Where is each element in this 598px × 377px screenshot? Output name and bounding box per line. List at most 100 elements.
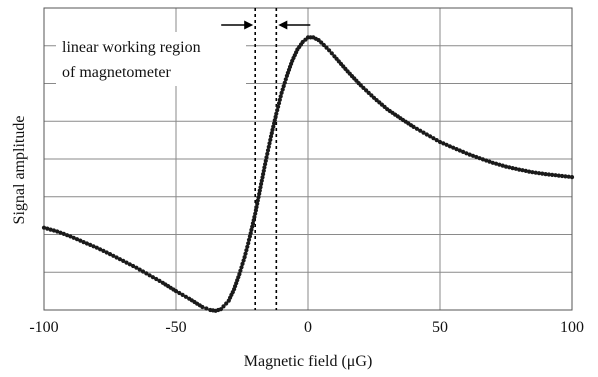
left-arrow-head (244, 20, 254, 30)
data-point (266, 144, 271, 149)
data-series (41, 35, 575, 313)
data-point (324, 45, 329, 50)
data-point (61, 231, 66, 236)
x-tick-label: 50 (432, 319, 448, 336)
data-point (474, 154, 479, 160)
data-point (264, 155, 269, 160)
data-point (71, 235, 76, 240)
x-tick-label: -100 (29, 319, 58, 336)
data-point (218, 307, 223, 312)
data-point (265, 151, 270, 156)
data-point (147, 273, 152, 278)
data-point (78, 238, 83, 243)
data-point (94, 245, 99, 250)
data-point (131, 263, 136, 269)
data-point (358, 83, 363, 88)
data-point (245, 244, 250, 249)
data-point (251, 218, 256, 223)
data-point (273, 114, 278, 119)
data-point (253, 208, 258, 213)
data-point (261, 168, 266, 173)
data-point (510, 166, 515, 171)
data-point (451, 145, 456, 150)
x-tick-label: 0 (304, 319, 312, 336)
data-point (490, 160, 495, 165)
data-point (457, 148, 462, 153)
data-point (257, 191, 262, 196)
data-point (243, 251, 248, 256)
data-point (550, 172, 555, 177)
data-point (265, 148, 271, 153)
data-point (221, 304, 226, 309)
data-point (424, 132, 429, 137)
data-point (361, 85, 366, 90)
data-point (513, 166, 519, 171)
x-axis-title: Magnetic field (μG) (244, 353, 373, 370)
data-point (484, 158, 489, 163)
data-point (157, 278, 162, 283)
data-point (257, 188, 262, 193)
data-point (523, 168, 528, 173)
data-point (253, 211, 258, 216)
data-point (250, 224, 255, 229)
data-point (114, 255, 119, 260)
data-point (272, 118, 277, 123)
data-point (274, 111, 279, 116)
data-point (51, 228, 57, 233)
data-point (276, 101, 282, 106)
data-point (533, 170, 538, 175)
data-point (177, 290, 182, 296)
data-point (272, 121, 277, 126)
data-point (246, 237, 252, 242)
data-point (437, 139, 443, 145)
data-point (237, 272, 242, 277)
data-point (268, 134, 274, 139)
data-point (494, 161, 499, 166)
data-point (487, 159, 492, 164)
data-point (282, 80, 287, 85)
data-point (536, 171, 542, 176)
data-point (447, 144, 452, 149)
annotation-line-1: linear working region (62, 39, 201, 56)
data-point (281, 84, 286, 89)
x-tick-label: -50 (165, 319, 186, 336)
data-point (263, 158, 268, 163)
data-point (261, 172, 266, 177)
data-point (540, 171, 545, 176)
data-point (154, 276, 159, 282)
data-point (364, 88, 369, 93)
data-point (546, 172, 552, 177)
data-point (58, 230, 63, 235)
data-point (444, 142, 449, 147)
data-point (497, 162, 502, 167)
data-point (259, 178, 264, 183)
data-point (411, 124, 416, 129)
data-point (121, 258, 126, 263)
data-point (68, 234, 73, 239)
data-point (366, 90, 371, 95)
data-point (329, 51, 334, 56)
data-point (327, 48, 332, 53)
data-point (88, 242, 93, 247)
data-point (249, 227, 254, 232)
data-point (137, 267, 142, 272)
data-point (41, 225, 47, 230)
data-point (431, 136, 436, 141)
data-point (150, 275, 155, 280)
data-point (263, 162, 268, 167)
data-point (480, 157, 485, 162)
data-point (98, 247, 103, 252)
data-point (269, 131, 274, 136)
data-point (277, 97, 282, 102)
data-point (255, 198, 260, 203)
data-point (260, 175, 265, 180)
data-point (270, 127, 275, 132)
data-point (255, 201, 260, 206)
data-point (250, 221, 255, 226)
data-point (280, 87, 285, 92)
data-point (224, 301, 229, 306)
data-point (239, 265, 244, 270)
data-point (461, 149, 466, 154)
data-point (319, 40, 324, 45)
